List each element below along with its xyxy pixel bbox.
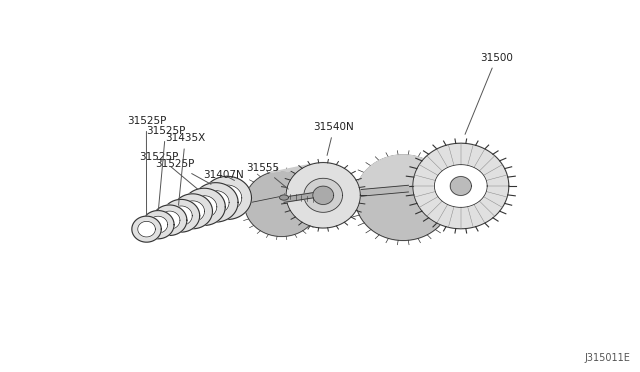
- Polygon shape: [333, 185, 408, 199]
- Polygon shape: [193, 183, 238, 222]
- Polygon shape: [191, 196, 217, 218]
- Polygon shape: [413, 143, 509, 229]
- Polygon shape: [159, 211, 180, 230]
- Polygon shape: [280, 195, 289, 200]
- Polygon shape: [435, 165, 487, 207]
- Text: 31500: 31500: [465, 53, 513, 134]
- Polygon shape: [170, 206, 192, 225]
- Polygon shape: [163, 199, 200, 232]
- Text: 31525P: 31525P: [146, 126, 186, 211]
- Polygon shape: [355, 143, 509, 198]
- Polygon shape: [132, 216, 161, 242]
- Polygon shape: [313, 186, 333, 205]
- Text: 31540N: 31540N: [314, 122, 355, 155]
- Text: 31407N: 31407N: [204, 170, 244, 180]
- Polygon shape: [152, 205, 187, 235]
- Text: 31525P: 31525P: [156, 160, 211, 184]
- Polygon shape: [180, 201, 205, 222]
- Text: 31525P: 31525P: [140, 152, 198, 189]
- Polygon shape: [173, 194, 212, 229]
- Polygon shape: [203, 176, 252, 219]
- Polygon shape: [183, 188, 225, 225]
- Polygon shape: [138, 221, 156, 237]
- Polygon shape: [304, 178, 342, 212]
- Polygon shape: [212, 185, 242, 211]
- Polygon shape: [244, 171, 319, 237]
- Text: 31435X: 31435X: [165, 134, 205, 205]
- Polygon shape: [142, 211, 174, 239]
- Polygon shape: [284, 193, 313, 202]
- Polygon shape: [271, 163, 360, 204]
- Polygon shape: [286, 163, 360, 228]
- Text: 31555: 31555: [246, 163, 288, 189]
- Polygon shape: [451, 177, 471, 195]
- Polygon shape: [202, 190, 229, 214]
- Polygon shape: [148, 216, 168, 233]
- Text: J315011E: J315011E: [584, 353, 630, 363]
- Text: 31525P: 31525P: [127, 116, 166, 216]
- Polygon shape: [418, 165, 487, 214]
- Polygon shape: [355, 155, 451, 240]
